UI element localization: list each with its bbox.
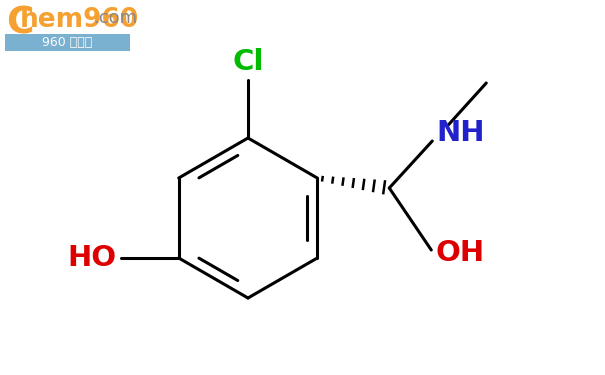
Text: 960 化工网: 960 化工网 — [42, 36, 92, 48]
Text: NH: NH — [436, 119, 485, 147]
Text: C: C — [6, 5, 33, 41]
Text: .com: .com — [93, 9, 137, 27]
Text: Cl: Cl — [232, 48, 264, 76]
FancyBboxPatch shape — [5, 34, 130, 51]
Text: HO: HO — [68, 244, 117, 272]
Text: hem960: hem960 — [20, 7, 139, 33]
Text: OH: OH — [435, 239, 485, 267]
